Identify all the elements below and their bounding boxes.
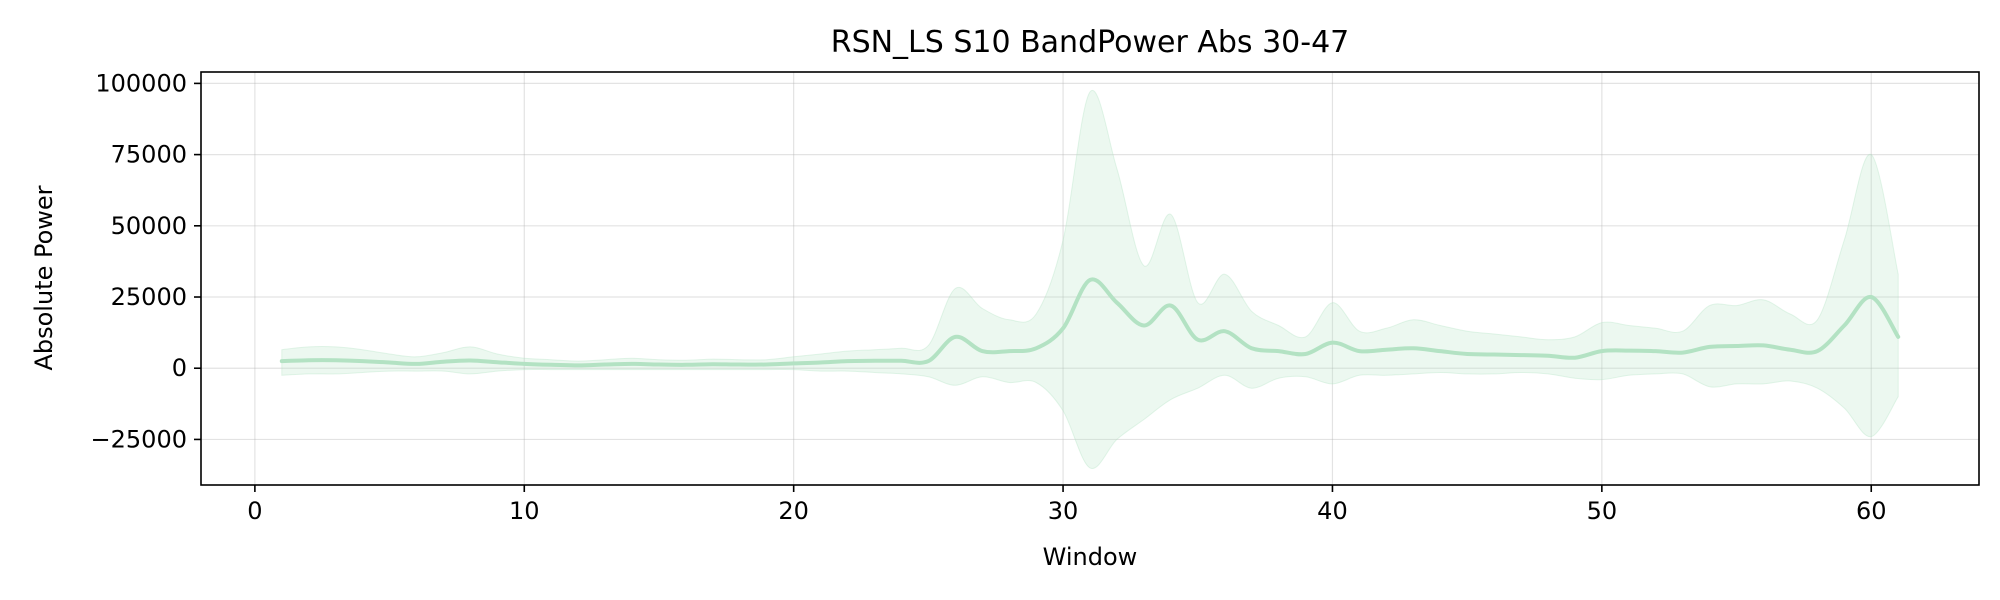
x-tick-label: 60 <box>1856 497 1887 525</box>
x-axis: 0 10 20 30 40 50 60 <box>247 485 1887 525</box>
gridlines <box>201 72 1979 485</box>
y-tick-label: 50000 <box>111 212 187 240</box>
x-tick-label: 30 <box>1048 497 1079 525</box>
x-tick-label: 40 <box>1317 497 1348 525</box>
x-tick-label: 20 <box>778 497 809 525</box>
y-axis-title: Absolute Power <box>30 185 58 370</box>
x-tick-label: 10 <box>509 497 540 525</box>
plot-frame <box>200 71 1980 486</box>
chart-title: RSN_LS S10 BandPower Abs 30-47 <box>831 25 1350 60</box>
y-axis: −25000 0 25000 50000 75000 100000 <box>91 69 201 453</box>
mean-line-layer <box>279 277 1901 368</box>
y-tick-label: 0 <box>172 354 187 382</box>
y-tick-label: 75000 <box>111 141 187 169</box>
mean-line <box>279 277 1901 368</box>
y-tick-label: 25000 <box>111 283 187 311</box>
x-tick-label: 50 <box>1587 497 1618 525</box>
x-axis-title: Window <box>1043 543 1138 571</box>
y-tick-label: 100000 <box>95 69 187 97</box>
x-tick-label: 0 <box>247 497 262 525</box>
y-tick-label: −25000 <box>91 425 187 453</box>
